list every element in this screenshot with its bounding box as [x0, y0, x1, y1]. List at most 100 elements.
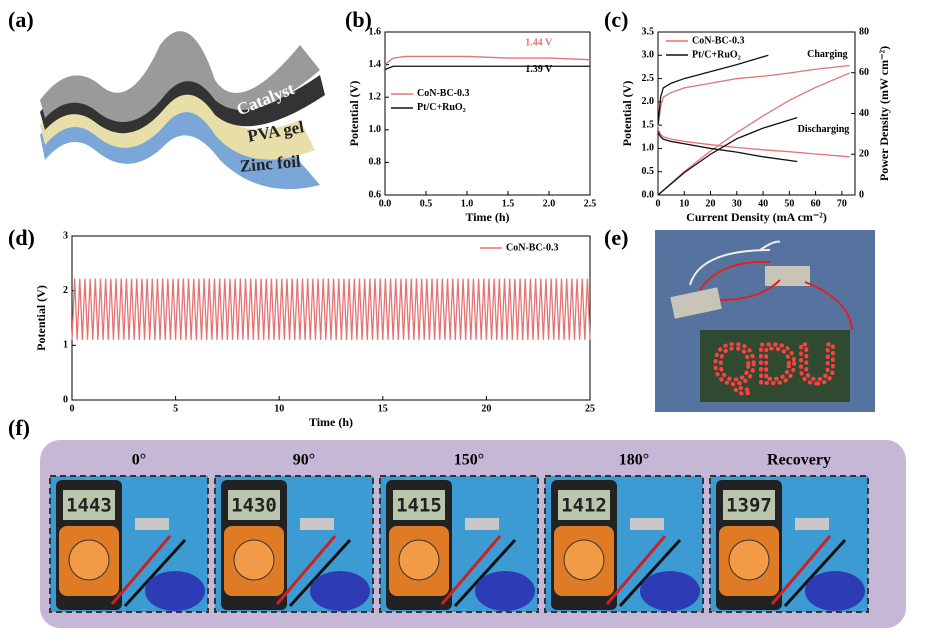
probe-black — [783, 538, 847, 608]
x-axis-title: Time (h) — [465, 210, 509, 224]
wire — [699, 260, 853, 331]
x-tick-label: 0.5 — [420, 198, 433, 209]
x-tick-label: 0.0 — [379, 198, 392, 209]
x-tick-label: 1.5 — [502, 198, 515, 209]
photo-border — [544, 475, 704, 613]
y-axis-title: Potential (V) — [34, 285, 48, 351]
probe-red — [275, 535, 337, 605]
x-tick-label: 2.0 — [543, 198, 556, 209]
x-tick-label: 15 — [378, 403, 388, 414]
series-line — [71, 278, 591, 340]
y-tick-label: 2.5 — [642, 73, 655, 84]
x-tick-label: 20 — [481, 403, 491, 414]
legend-label: CoN-BC-0.3 — [417, 88, 470, 99]
series-line — [657, 64, 850, 128]
y-tick-label: 1.6 — [369, 26, 382, 37]
y-tick-label: 1.5 — [642, 119, 655, 130]
series-line — [384, 65, 590, 71]
annotation: Charging — [807, 49, 848, 60]
y2-tick-label: 80 — [859, 26, 869, 37]
lcd-reading: 1415 — [396, 495, 442, 517]
y2-axis-title: Power Density (mW cm⁻²) — [877, 46, 891, 181]
y2-tick-label: 0 — [859, 189, 864, 200]
led-text: QDU — [713, 332, 837, 395]
x-tick-label: 50 — [784, 198, 794, 209]
probe-red — [110, 535, 172, 605]
panel-label: (b) — [345, 7, 372, 32]
photo-border — [709, 475, 869, 613]
x-tick-label: 2.5 — [584, 198, 597, 209]
plot-frame — [71, 235, 591, 401]
x-tick-label: 1.0 — [461, 198, 474, 209]
y-tick-label: 0.8 — [369, 157, 382, 168]
panel-label: (f) — [8, 415, 30, 440]
led-board — [700, 330, 850, 402]
x-tick-label: 10 — [679, 198, 689, 209]
panel-label: (e) — [604, 225, 628, 250]
lcd-reading: 1397 — [726, 495, 772, 517]
photo-border — [379, 475, 539, 613]
glove — [145, 571, 205, 611]
x-tick-label: 10 — [274, 403, 284, 414]
lcd-reading: 1430 — [231, 495, 277, 517]
battery — [765, 266, 810, 286]
lcd — [63, 490, 115, 520]
ni-foam-layer — [40, 31, 320, 122]
cell-sample — [795, 518, 829, 530]
probe-red — [440, 535, 502, 605]
y-tick-label: 2 — [63, 285, 68, 296]
lcd — [558, 490, 610, 520]
series-line — [657, 72, 851, 196]
glove — [640, 571, 700, 611]
photo-border — [49, 475, 209, 613]
x-tick-label: 60 — [811, 198, 821, 209]
series-line — [384, 55, 591, 66]
x-tick-label: 25 — [585, 403, 595, 414]
x-tick-label: 70 — [837, 198, 847, 209]
annotation: Discharging — [798, 124, 850, 135]
dial — [563, 539, 605, 581]
x-tick-label: 40 — [758, 198, 768, 209]
photo-border — [214, 475, 374, 613]
series-line — [657, 54, 769, 126]
x-axis-title: Time (h) — [309, 415, 353, 429]
y2-tick-label: 20 — [859, 149, 869, 160]
photo-title: 150° — [454, 452, 484, 469]
x-tick-label: 0 — [656, 198, 661, 209]
legend-label: Pt/C+RuO₂ — [417, 102, 466, 113]
glove — [475, 571, 535, 611]
x-tick-label: 5 — [173, 403, 178, 414]
dial — [68, 539, 110, 581]
y-axis-title: Potential (V) — [347, 81, 361, 147]
dial — [233, 539, 275, 581]
photo-led-board: QDU — [655, 230, 875, 412]
y-tick-label: 1.4 — [369, 59, 382, 70]
dial — [728, 539, 770, 581]
panel-label: (a) — [8, 7, 34, 32]
probe-black — [123, 538, 187, 608]
photo-title: 0° — [132, 452, 146, 469]
legend-label: CoN-BC-0.3 — [506, 242, 559, 253]
x-tick-label: 20 — [706, 198, 716, 209]
annotation: 1.39 V — [525, 64, 553, 75]
y2-tick-label: 40 — [859, 108, 869, 119]
series-line — [657, 128, 850, 158]
y-axis-title: Potential (V) — [620, 81, 634, 147]
pva-gel-layer — [40, 56, 315, 160]
legend-label: CoN-BC-0.3 — [692, 35, 745, 46]
panel-label: (d) — [8, 225, 35, 250]
y-tick-label: 3.5 — [642, 26, 655, 37]
panel-label: (c) — [604, 7, 628, 32]
zinc-foil-layer — [40, 66, 320, 190]
y-tick-label: 0 — [63, 394, 68, 405]
series-line — [657, 116, 798, 196]
glove — [310, 571, 370, 611]
probe-red — [770, 535, 832, 605]
y-tick-label: 0.0 — [642, 189, 655, 200]
series-line — [657, 131, 798, 163]
y-tick-label: 3 — [63, 230, 68, 241]
photo-title: 180° — [619, 452, 649, 469]
lcd-reading: 1412 — [561, 495, 607, 517]
y-tick-label: 3.0 — [642, 50, 655, 61]
battery — [670, 287, 722, 319]
